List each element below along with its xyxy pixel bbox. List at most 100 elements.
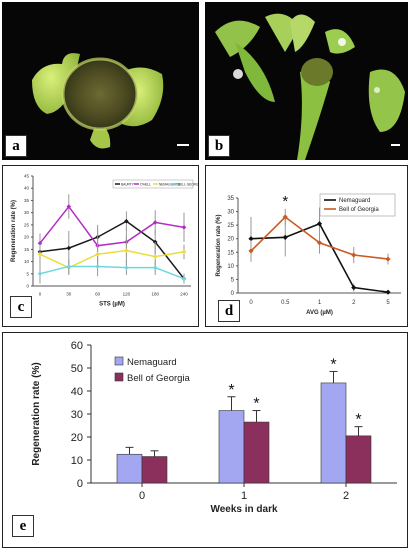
scale-bar-b [391, 144, 400, 146]
panel-label-c: c [10, 296, 32, 318]
y-axis-title: Regeneration rate (%) [11, 200, 17, 262]
y-axis-title: Regeneration rate (%) [216, 214, 222, 276]
data-point [351, 252, 357, 258]
legend-label: NEMAGUARD [159, 182, 180, 186]
x-axis-title: STS (µM) [99, 302, 125, 308]
x-tick-label: 0 [39, 292, 42, 297]
y-tick-label: 5 [231, 277, 235, 283]
y-tick-label: 20 [71, 432, 83, 444]
x-axis-title: AVG (µM) [306, 310, 333, 316]
series-line [39, 205, 185, 247]
y-tick-label: 20 [24, 235, 30, 240]
y-tick-label: 0 [77, 478, 83, 490]
data-point [95, 264, 100, 269]
data-point [152, 220, 158, 225]
explant-photo-a [32, 53, 164, 149]
y-tick-label: 10 [24, 259, 30, 264]
y-tick-label: 50 [71, 363, 83, 375]
y-tick-label: 0 [231, 291, 235, 297]
y-tick-label: 25 [24, 222, 30, 227]
significance-star: * [228, 382, 234, 399]
x-tick-label: 120 [123, 292, 131, 297]
bar [116, 453, 143, 484]
legend-label: O'HELL [140, 182, 151, 186]
significance-star: * [253, 396, 259, 413]
y-tick-label: 35 [227, 196, 234, 202]
legend-label: Bell of Georgia [339, 207, 379, 213]
x-tick-label: 0.5 [281, 300, 290, 306]
x-tick-label: 1 [318, 300, 322, 306]
x-tick-label: 5 [386, 300, 390, 306]
data-point [385, 256, 391, 262]
photo-panel-a: a [2, 2, 199, 160]
legend-label: BELL GEORGIA [178, 182, 198, 186]
explant-photo-b [215, 13, 405, 160]
x-tick-label: 2 [343, 490, 349, 502]
series-line [39, 249, 185, 269]
bar [320, 382, 347, 484]
chart-c-svg: 0 5 10 15 20 25 30 35 40 45 0 30 60 120 180 240 STS (µM)… [11, 174, 202, 308]
data-point [181, 225, 187, 230]
panel-label-a: a [5, 135, 27, 157]
y-tick-label: 20 [227, 237, 234, 243]
x-tick-label: 2 [352, 300, 356, 306]
data-point [385, 289, 391, 295]
x-axis-title: Weeks in dark [210, 504, 278, 515]
data-point [124, 265, 129, 270]
y-tick-label: 35 [24, 198, 30, 203]
y-tick-label: 40 [71, 386, 83, 398]
data-point [316, 240, 323, 246]
significance-star: * [355, 412, 361, 429]
panel-label-e: e [12, 515, 34, 537]
x-tick-label: 180 [151, 292, 159, 297]
legend-swatch [114, 356, 124, 366]
data-point [124, 248, 129, 253]
series-line [39, 265, 185, 280]
y-tick-label: 10 [227, 264, 234, 270]
data-point [248, 236, 254, 242]
y-tick-label: 15 [24, 247, 30, 252]
data-point [152, 265, 158, 270]
chart-panel-d: 0 5 10 15 20 25 30 35 0 0.5 1 2 5 AVG (µM) Regeneratio… [205, 165, 408, 327]
y-tick-label: 10 [71, 455, 83, 467]
data-point [282, 234, 288, 240]
y-tick-label: 30 [227, 210, 234, 216]
legend-label: Nemaguard [127, 357, 177, 368]
data-point [282, 214, 288, 220]
data-point [37, 240, 43, 246]
data-point [351, 284, 357, 291]
data-point [37, 271, 43, 277]
bar [243, 421, 270, 484]
legend-label: BAURTY [121, 182, 135, 186]
legend-label: Bell of Georgia [127, 373, 191, 384]
data-point [37, 251, 43, 257]
x-tick-label: 240 [180, 292, 188, 297]
y-tick-label: 15 [227, 250, 234, 256]
bar [141, 456, 168, 484]
data-point [95, 251, 100, 257]
data-point [316, 221, 323, 227]
significance-star: * [330, 356, 336, 373]
chart-panel-c: 0 5 10 15 20 25 30 35 40 45 0 30 60 120 180 240 STS (µM)… [2, 165, 202, 327]
y-axis-title: Regeneration rate (%) [31, 362, 42, 465]
panel-label-d: d [218, 300, 240, 322]
chart-panel-e: 0 10 20 30 40 50 60 Regeneration rate (%) Weeks … [2, 332, 408, 548]
y-tick-label: 60 [71, 340, 83, 352]
x-tick-label: 0 [249, 300, 253, 306]
x-tick-label: 1 [241, 490, 247, 502]
panel-label-b: b [208, 135, 230, 157]
y-tick-label: 25 [227, 223, 234, 229]
y-tick-label: 30 [24, 210, 30, 215]
x-tick-label: 60 [95, 292, 101, 297]
photo-panel-b: b [205, 2, 408, 160]
significance-star: * [282, 193, 288, 210]
legend-box [319, 193, 396, 217]
data-point [66, 245, 72, 251]
legend-label: Nemaguard [339, 198, 370, 204]
y-tick-label: 30 [71, 409, 83, 421]
bar [345, 435, 372, 484]
x-tick-label: 0 [139, 490, 145, 502]
y-tick-label: 40 [24, 186, 30, 191]
bar [218, 410, 245, 484]
